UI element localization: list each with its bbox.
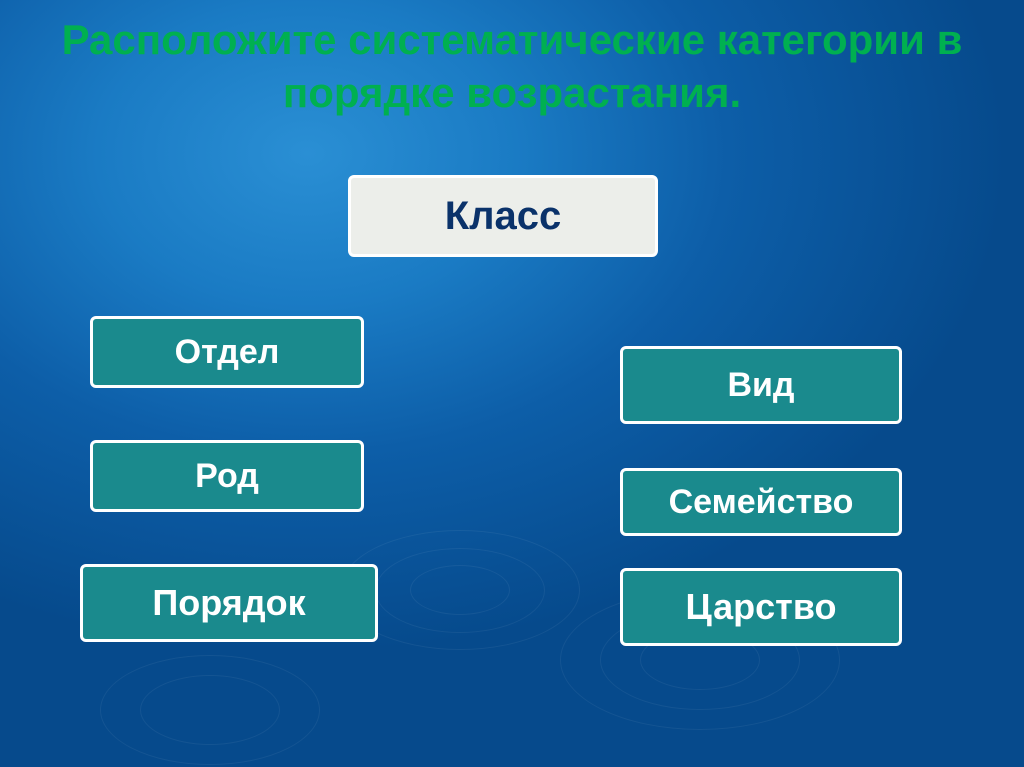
category-poryadok[interactable]: Порядок	[80, 564, 378, 642]
category-rod[interactable]: Род	[90, 440, 364, 512]
page-title: Расположите систематические категории в …	[0, 14, 1024, 119]
category-klass[interactable]: Класс	[348, 175, 658, 257]
category-label: Класс	[445, 194, 562, 239]
ripple-decoration	[140, 675, 280, 745]
category-tsarstvo[interactable]: Царство	[620, 568, 902, 646]
category-label: Царство	[686, 586, 837, 628]
category-label: Род	[195, 457, 259, 496]
category-semeystvo[interactable]: Семейство	[620, 468, 902, 536]
category-label: Вид	[727, 366, 794, 405]
category-vid[interactable]: Вид	[620, 346, 902, 424]
category-otdel[interactable]: Отдел	[90, 316, 364, 388]
category-label: Отдел	[175, 333, 280, 372]
ripple-decoration	[410, 565, 510, 615]
category-label: Семейство	[669, 483, 854, 522]
category-label: Порядок	[152, 582, 305, 624]
